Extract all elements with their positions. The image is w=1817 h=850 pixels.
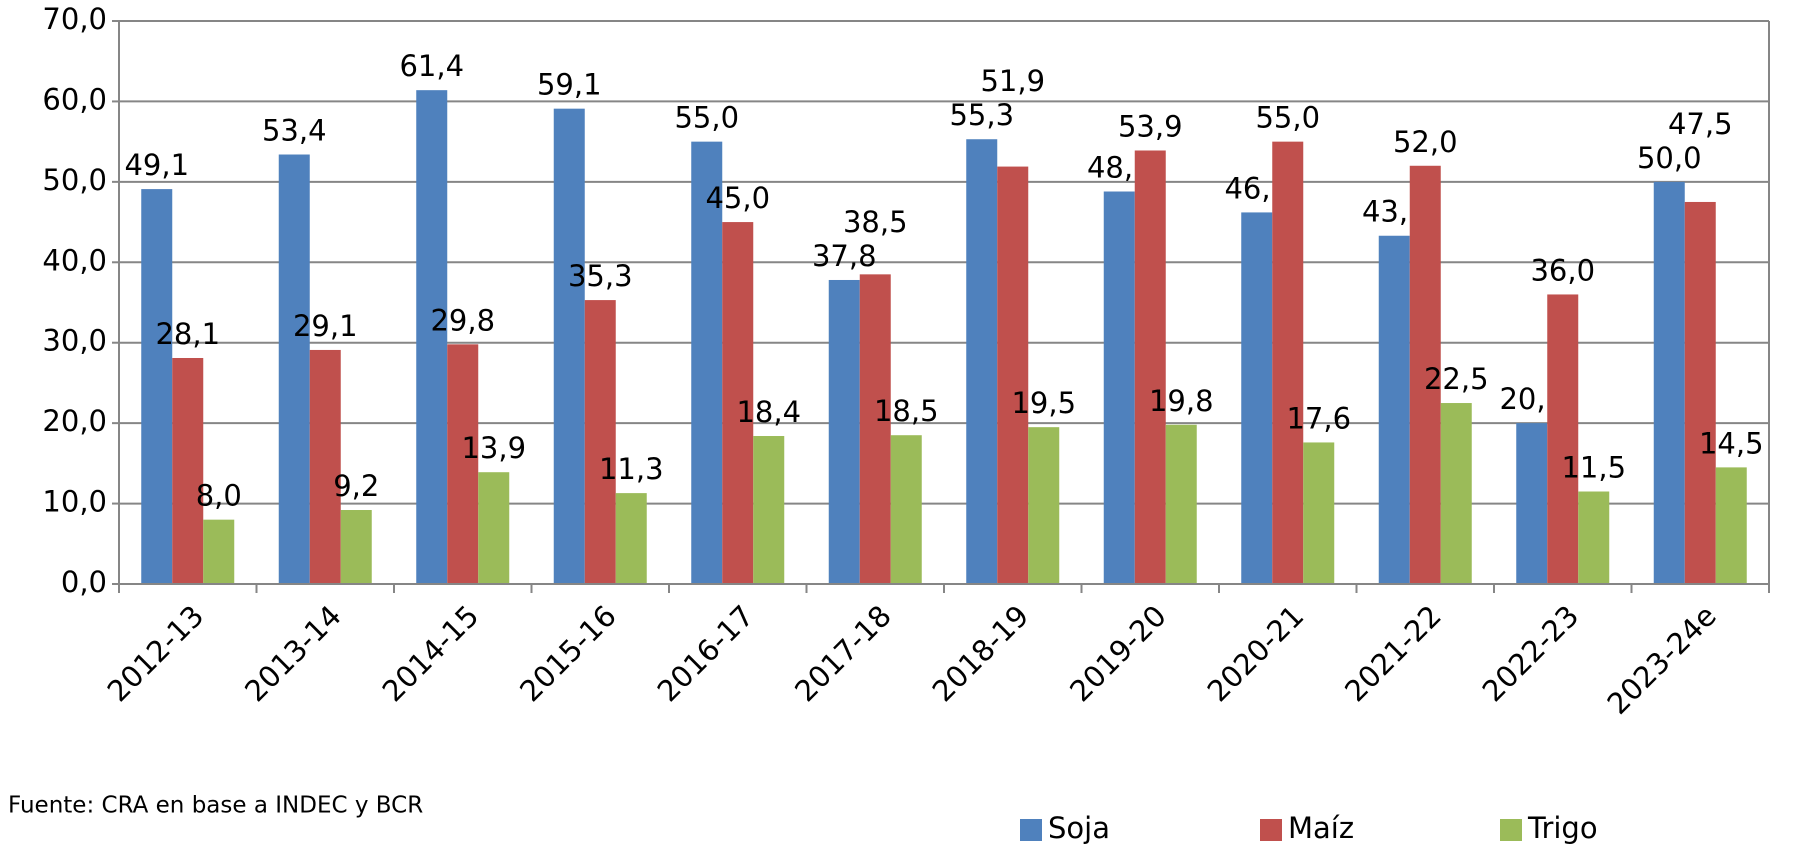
y-tick-label: 20,0 <box>42 404 107 438</box>
data-label: 59,1 <box>537 68 602 102</box>
data-label: 13,9 <box>461 431 526 465</box>
bar <box>553 108 585 584</box>
bar <box>172 357 204 584</box>
y-tick-label: 50,0 <box>42 163 107 197</box>
data-label: 55,0 <box>674 101 739 135</box>
data-label: 53,4 <box>262 114 327 148</box>
bar <box>1440 403 1472 584</box>
data-label: 49,1 <box>124 148 189 182</box>
data-label: 53,9 <box>1118 109 1183 143</box>
y-tick-label: 30,0 <box>42 324 107 358</box>
x-tick-label: 2018-19 <box>926 599 1036 709</box>
bar <box>1578 491 1610 584</box>
bar <box>340 510 372 584</box>
x-tick-label: 2012-13 <box>101 599 211 709</box>
x-tick-label: 2013-14 <box>238 599 348 709</box>
bar <box>1378 235 1410 584</box>
data-label: 8,0 <box>196 479 242 513</box>
x-tick-label: 2022-23 <box>1476 599 1586 709</box>
bar <box>1653 181 1685 584</box>
legend-label: Soja <box>1048 811 1110 845</box>
bar <box>1272 141 1304 584</box>
bar <box>1715 467 1747 584</box>
legend-swatch <box>1020 819 1042 841</box>
x-tick-label: 2019-20 <box>1063 599 1173 709</box>
bar <box>309 349 341 584</box>
x-tick-label: 2016-17 <box>651 599 761 709</box>
data-label: 11,5 <box>1561 451 1626 485</box>
y-tick-label: 10,0 <box>42 485 107 519</box>
data-label: 55,3 <box>949 98 1014 132</box>
data-label: 18,4 <box>736 395 801 429</box>
bar <box>1028 427 1060 584</box>
data-label: 51,9 <box>980 64 1045 98</box>
data-label: 18,5 <box>874 394 939 428</box>
x-tick-label: 2023-24e <box>1601 599 1723 721</box>
x-tick-label: 2020-21 <box>1201 599 1311 709</box>
data-label: 37,8 <box>812 239 877 273</box>
bar <box>1684 201 1716 584</box>
legend-swatch <box>1500 819 1522 841</box>
bar <box>691 141 723 584</box>
y-tick-label: 40,0 <box>42 243 107 277</box>
data-label: 22,5 <box>1424 362 1489 396</box>
data-label: 35,3 <box>568 259 633 293</box>
data-label: 14,5 <box>1699 426 1764 460</box>
bar <box>584 300 616 584</box>
data-label: 47,5 <box>1668 107 1733 141</box>
x-tick-label: 2021-22 <box>1338 599 1448 709</box>
data-label: 36,0 <box>1530 253 1595 287</box>
bar <box>1165 424 1197 584</box>
bar <box>615 493 647 584</box>
data-label: 45,0 <box>705 181 770 215</box>
bar <box>966 139 998 585</box>
legend-label: Trigo <box>1527 811 1598 845</box>
bar <box>278 154 310 585</box>
bar <box>1134 150 1166 585</box>
bar <box>1303 442 1335 584</box>
bar <box>1547 294 1579 584</box>
bar <box>1241 212 1273 585</box>
legend-swatch <box>1260 819 1282 841</box>
data-label: 50,0 <box>1637 141 1702 175</box>
x-tick-label: 2015-16 <box>513 599 623 709</box>
data-label: 61,4 <box>399 49 464 83</box>
legend-label: Maíz <box>1288 811 1354 845</box>
data-label: 19,8 <box>1149 384 1214 418</box>
source-note: Fuente: CRA en base a INDEC y BCR <box>8 793 423 819</box>
data-label: 55,0 <box>1255 101 1320 135</box>
data-label: 28,1 <box>155 317 220 351</box>
bar <box>890 435 922 584</box>
data-label: 9,2 <box>333 469 379 503</box>
bar <box>141 189 173 585</box>
y-tick-label: 0,0 <box>61 565 107 599</box>
bar <box>1103 191 1135 584</box>
bar <box>416 90 448 584</box>
data-label: 52,0 <box>1393 125 1458 159</box>
bar <box>859 274 891 584</box>
data-label: 11,3 <box>599 452 664 486</box>
bar <box>722 222 754 585</box>
bar <box>203 519 235 584</box>
data-label: 29,8 <box>430 303 495 337</box>
y-tick-label: 60,0 <box>42 82 107 116</box>
bar <box>1516 423 1548 584</box>
data-label: 38,5 <box>843 205 908 239</box>
data-label: 17,6 <box>1286 401 1351 435</box>
bar <box>997 166 1029 584</box>
data-label: 29,1 <box>293 309 358 343</box>
bar <box>478 472 510 584</box>
x-tick-label: 2014-15 <box>376 599 486 709</box>
bar <box>828 279 860 584</box>
bar <box>753 436 785 584</box>
bar <box>1409 165 1441 584</box>
x-tick-label: 2017-18 <box>788 599 898 709</box>
data-label: 19,5 <box>1011 386 1076 420</box>
y-tick-label: 70,0 <box>42 2 107 36</box>
bar <box>447 344 479 584</box>
